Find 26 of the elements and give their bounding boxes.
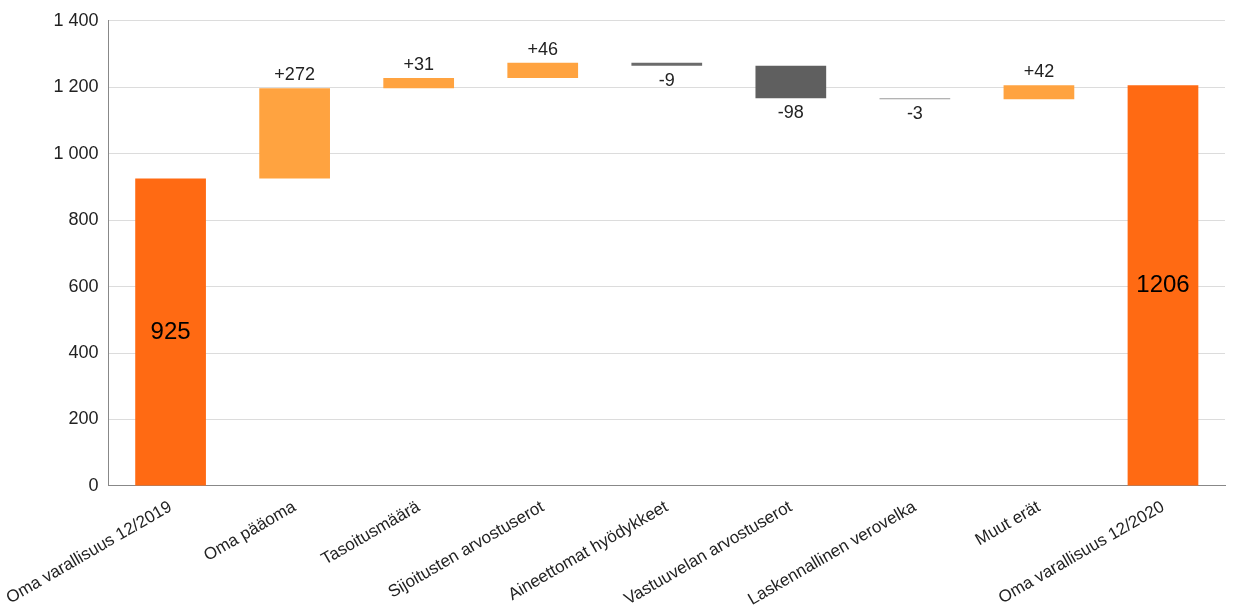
bar (631, 62, 703, 66)
y-tick-label: 0 (88, 474, 99, 495)
bar (507, 62, 579, 78)
y-tick-label: 600 (68, 275, 99, 296)
x-tick-label: Muut erät (971, 496, 1044, 550)
data-label: -98 (777, 102, 804, 123)
data-label: +42 (1023, 61, 1055, 82)
bar (1003, 85, 1075, 100)
bar (135, 178, 206, 486)
y-tick-label: 400 (68, 341, 99, 362)
y-tick-label: 1 000 (53, 142, 99, 163)
y-tick-label: 800 (68, 209, 99, 230)
data-label: 925 (150, 316, 191, 344)
y-tick-label: 1 400 (53, 9, 99, 30)
bar (259, 88, 330, 179)
data-label: +31 (403, 53, 434, 74)
y-tick-label: 200 (68, 408, 99, 429)
bar (383, 77, 455, 89)
data-label: +272 (274, 64, 315, 85)
data-label: -9 (658, 69, 675, 90)
y-tick-label: 1 200 (53, 76, 99, 97)
data-label: 1206 (1136, 269, 1190, 297)
bar (755, 65, 827, 99)
bar (1127, 85, 1199, 486)
data-label: -3 (906, 103, 923, 124)
data-label: +46 (527, 38, 558, 59)
